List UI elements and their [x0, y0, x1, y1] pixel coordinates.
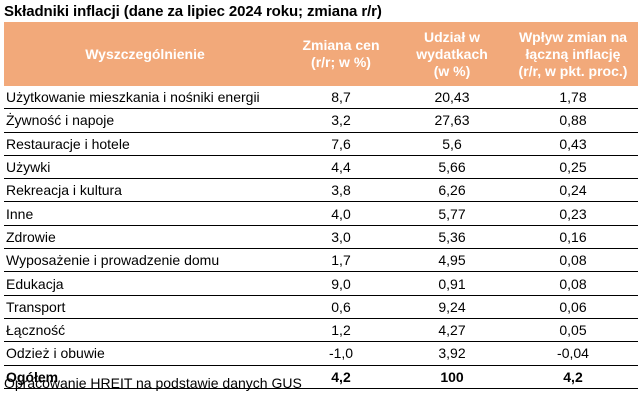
row-name: Odzież i obuwie	[4, 341, 286, 366]
row-impact: 0,05	[508, 318, 638, 343]
header-line: (r/r, w pkt. proc.)	[518, 62, 628, 79]
row-impact: 0,08	[508, 248, 638, 273]
row-price-change: -1,0	[286, 341, 396, 366]
table-body: Użytkowanie mieszkania i nośniki energii…	[4, 86, 638, 389]
source-footnote: Opracowanie HREIT na podstawie danych GU…	[4, 375, 302, 391]
row-share: 3,92	[396, 341, 508, 366]
row-price-change: 9,0	[286, 271, 396, 296]
page-title: Składniki inflacji (dane za lipiec 2024 …	[4, 3, 382, 20]
row-impact: 0,06	[508, 295, 638, 319]
header-category: Wyszczególnienie	[4, 22, 286, 86]
table-row: Wyposażenie i prowadzenie domu 1,7 4,95 …	[4, 248, 638, 273]
row-impact: 0,08	[508, 271, 638, 296]
total-impact: 4,2	[508, 365, 638, 389]
row-price-change: 3,0	[286, 225, 396, 250]
table-row: Łączność 1,2 4,27 0,05	[4, 318, 638, 343]
row-impact: 1,78	[508, 86, 638, 110]
header-line: łączną inflację	[525, 45, 621, 62]
table-row: Edukacja 9,0 0,91 0,08	[4, 271, 638, 296]
row-price-change: 4,0	[286, 201, 396, 226]
row-name: Używki	[4, 155, 286, 180]
row-name: Zdrowie	[4, 225, 286, 250]
row-name: Transport	[4, 295, 286, 319]
table-row: Używki 4,4 5,66 0,25	[4, 155, 638, 180]
row-name: Żywność i napoje	[4, 108, 286, 133]
header-line: Zmiana cen	[302, 37, 380, 53]
header-line: (w %)	[433, 62, 471, 79]
table-header: Wyszczególnienie Zmiana cen (r/r; w %) U…	[4, 22, 638, 86]
row-name: Rekreacja i kultura	[4, 178, 286, 203]
row-price-change: 3,8	[286, 178, 396, 203]
table-total-row: Ogółem 4,2 100 4,2	[4, 365, 638, 389]
row-price-change: 4,4	[286, 155, 396, 180]
row-price-change: 1,7	[286, 248, 396, 273]
row-price-change: 0,6	[286, 295, 396, 319]
row-share: 5,6	[396, 132, 508, 156]
row-price-change: 3,2	[286, 108, 396, 133]
table-row: Inne 4,0 5,77 0,23	[4, 201, 638, 226]
header-line: Udział w	[423, 28, 480, 45]
row-share: 0,91	[396, 271, 508, 296]
row-share: 5,66	[396, 155, 508, 180]
row-share: 9,24	[396, 295, 508, 319]
table-row: Transport 0,6 9,24 0,06	[4, 295, 638, 319]
table-row: Żywność i napoje 3,2 27,63 0,88	[4, 108, 638, 133]
header-line: Wpływ zmian na	[518, 28, 628, 45]
inflation-components-table: Wyszczególnienie Zmiana cen (r/r; w %) U…	[4, 22, 638, 389]
total-name: Ogółem	[4, 365, 286, 389]
total-share: 100	[396, 365, 508, 389]
row-name: Łączność	[4, 318, 286, 343]
table-row: Restauracje i hotele 7,6 5,6 0,43	[4, 132, 638, 156]
row-price-change: 1,2	[286, 318, 396, 343]
header-line: wydatkach	[416, 45, 488, 62]
row-share: 4,27	[396, 318, 508, 343]
row-price-change: 7,6	[286, 132, 396, 156]
header-price-change: Zmiana cen (r/r; w %)	[286, 22, 396, 86]
row-impact: -0,04	[508, 341, 638, 366]
row-name: Restauracje i hotele	[4, 132, 286, 156]
row-share: 5,36	[396, 225, 508, 250]
row-share: 27,63	[396, 108, 508, 133]
row-name: Użytkowanie mieszkania i nośniki energii	[4, 86, 286, 110]
row-share: 4,95	[396, 248, 508, 273]
table-row: Zdrowie 3,0 5,36 0,16	[4, 225, 638, 250]
header-expenditure-share: Udział w wydatkach (w %)	[396, 22, 508, 86]
table-row: Rekreacja i kultura 3,8 6,26 0,24	[4, 178, 638, 203]
row-impact: 0,25	[508, 155, 638, 180]
row-share: 6,26	[396, 178, 508, 203]
table-row: Użytkowanie mieszkania i nośniki energii…	[4, 86, 638, 110]
row-impact: 0,23	[508, 201, 638, 226]
header-inflation-impact: Wpływ zmian na łączną inflację (r/r, w p…	[508, 22, 638, 86]
row-impact: 0,88	[508, 108, 638, 133]
total-price-change: 4,2	[286, 365, 396, 389]
row-share: 5,77	[396, 201, 508, 226]
row-impact: 0,24	[508, 178, 638, 203]
row-name: Edukacja	[4, 271, 286, 296]
row-share: 20,43	[396, 86, 508, 110]
table-row: Odzież i obuwie -1,0 3,92 -0,04	[4, 341, 638, 366]
row-name: Wyposażenie i prowadzenie domu	[4, 248, 286, 273]
row-impact: 0,16	[508, 225, 638, 250]
row-impact: 0,43	[508, 132, 638, 156]
header-line: (r/r; w %)	[311, 54, 371, 70]
row-price-change: 8,7	[286, 86, 396, 110]
row-name: Inne	[4, 201, 286, 226]
